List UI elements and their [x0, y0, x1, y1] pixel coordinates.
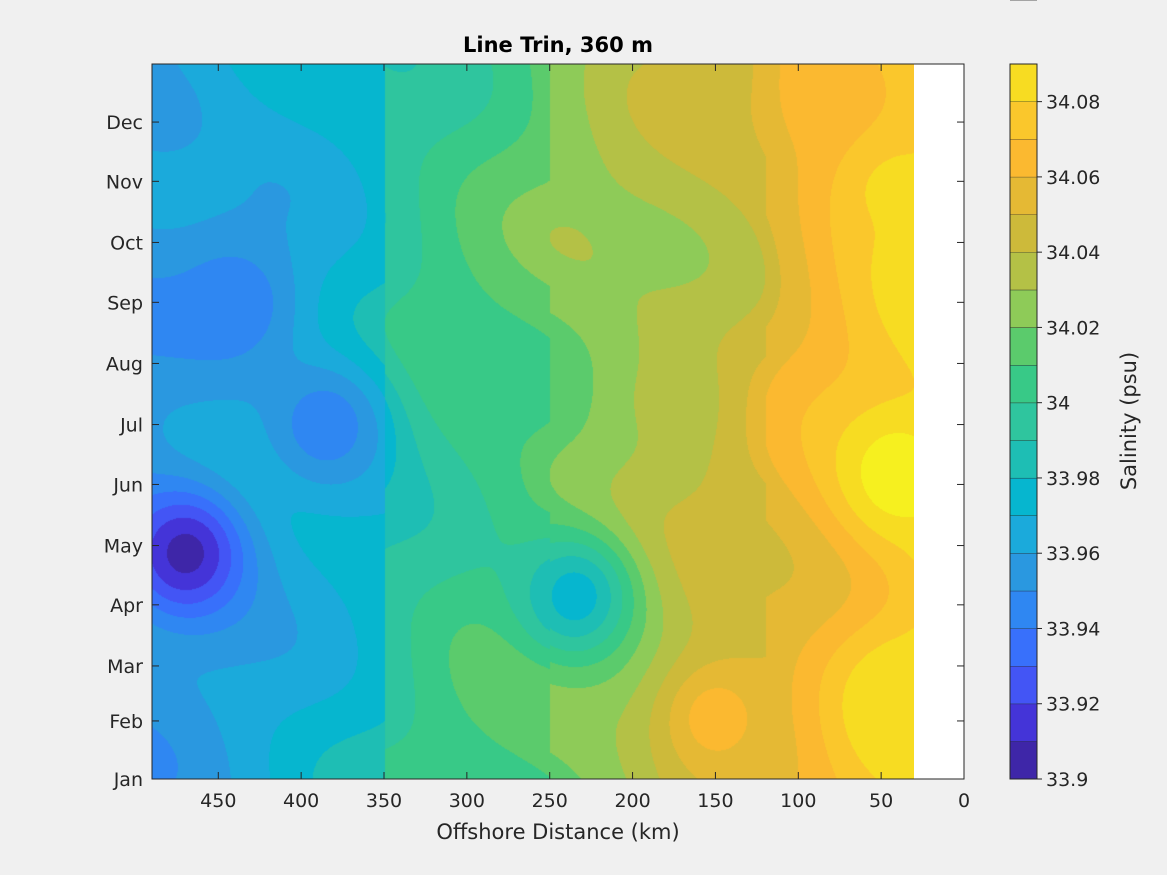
colorbar-band — [1010, 101, 1037, 140]
colorbar-band — [1010, 64, 1037, 102]
colorbar-label: Salinity (psu) — [1117, 352, 1141, 490]
colorbar-band — [1010, 176, 1037, 215]
colorbar-band — [1010, 214, 1037, 253]
plot-frame — [151, 63, 965, 780]
x-tick-label: 100 — [780, 790, 816, 812]
y-tick-label: Apr — [110, 595, 143, 617]
y-tick-label: Feb — [109, 711, 143, 733]
colorbar-tick-label: 33.96 — [1046, 543, 1100, 565]
y-tick-label: Aug — [106, 353, 143, 375]
colorbar-band — [1010, 139, 1037, 177]
colorbar-band — [1010, 515, 1037, 554]
colorbar-band — [1010, 741, 1037, 779]
y-tick-label: Jan — [113, 769, 143, 791]
colorbar-band — [1010, 477, 1037, 516]
colorbar-band — [1010, 703, 1037, 742]
y-axis: Jan Feb Mar Apr May Jun Jul Aug Sep Oct Nov Dec — [104, 112, 964, 791]
y-tick-label: Mar — [107, 656, 143, 678]
y-tick-label: Nov — [106, 171, 143, 193]
y-tick-label: Dec — [106, 112, 143, 134]
colorbar-band — [1010, 628, 1037, 667]
x-tick-label: 50 — [869, 790, 893, 812]
colorbar-band — [1010, 327, 1037, 366]
colorbar-tick-label: 34.02 — [1046, 317, 1100, 339]
x-tick-label: 200 — [614, 790, 650, 812]
salinity-contour-field — [152, 64, 914, 779]
colorbar-tick-label: 34 — [1046, 393, 1070, 415]
colorbar-tick-label: 34.08 — [1046, 92, 1100, 114]
x-axis-label: Offshore Distance (km) — [436, 820, 679, 844]
colorbar-tick-label: 33.94 — [1046, 618, 1100, 640]
colorbar-band — [1010, 402, 1037, 441]
x-tick-label: 150 — [697, 790, 733, 812]
x-axis: 450 400 350 300 250 200 150 100 50 0 — [200, 64, 970, 812]
colorbar-band — [1010, 289, 1037, 328]
y-tick-label: Jun — [112, 474, 143, 496]
colorbar-frame — [1009, 63, 1038, 780]
colorbar-tick-label: 33.9 — [1046, 769, 1088, 791]
y-tick-label: Oct — [110, 232, 143, 254]
colorbar-band — [1010, 252, 1037, 290]
chart-title: Line Trin, 360 m — [463, 33, 653, 57]
colorbar-band — [1010, 440, 1037, 478]
colorbar-band — [1010, 365, 1037, 403]
colorbar-tick-label: 34.04 — [1046, 242, 1100, 264]
x-tick-label: 400 — [283, 790, 319, 812]
x-tick-label: 450 — [200, 790, 236, 812]
colorbar-tick-label: 34.06 — [1046, 167, 1100, 189]
y-tick-label: Sep — [107, 292, 143, 314]
colorbar-band — [1010, 666, 1037, 704]
y-tick-label: Jul — [119, 415, 143, 437]
x-tick-label: 0 — [958, 790, 970, 812]
colorbar-band — [1010, 590, 1037, 629]
colorbar-tick-label: 33.98 — [1046, 468, 1100, 490]
colorbar-tick-label: 33.92 — [1046, 694, 1100, 716]
colorbar-band — [1010, 553, 1037, 591]
x-tick-label: 300 — [449, 790, 485, 812]
colorbar: 33.9 33.92 33.94 33.96 33.98 34 34.02 34.04 34.0… — [1009, 0, 1141, 791]
x-tick-label: 350 — [366, 790, 402, 812]
x-tick-label: 250 — [532, 790, 568, 812]
y-tick-label: May — [104, 536, 143, 558]
